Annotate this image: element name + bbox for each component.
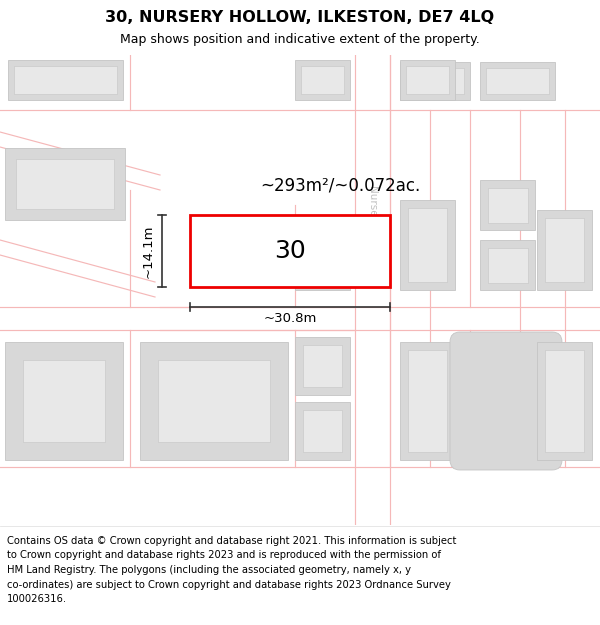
Text: ~293m²/~0.072ac.: ~293m²/~0.072ac. <box>260 176 420 194</box>
Bar <box>23 360 106 442</box>
Bar <box>545 350 584 452</box>
Bar <box>301 66 344 94</box>
Bar <box>545 218 584 282</box>
Bar <box>400 60 455 100</box>
Polygon shape <box>0 307 600 330</box>
Bar <box>408 208 447 282</box>
Polygon shape <box>0 55 600 110</box>
Text: to Crown copyright and database rights 2023 and is reproduced with the permissio: to Crown copyright and database rights 2… <box>7 551 441 561</box>
Bar <box>487 188 527 222</box>
Bar <box>190 215 390 287</box>
Polygon shape <box>0 467 600 525</box>
Bar <box>295 402 350 460</box>
Text: HM Land Registry. The polygons (including the associated geometry, namely x, y: HM Land Registry. The polygons (includin… <box>7 565 411 575</box>
Text: 100026316.: 100026316. <box>7 594 67 604</box>
Text: Map shows position and indicative extent of the property.: Map shows position and indicative extent… <box>120 32 480 46</box>
Text: Nursery Hollow: Nursery Hollow <box>368 185 378 265</box>
Bar <box>480 62 555 100</box>
Text: 30: 30 <box>274 239 306 263</box>
Bar <box>408 350 447 452</box>
Bar <box>400 62 470 100</box>
Bar <box>158 360 270 442</box>
Bar <box>400 200 455 290</box>
Bar <box>486 68 550 94</box>
Bar <box>406 66 449 94</box>
Bar <box>537 342 592 460</box>
Text: ~30.8m: ~30.8m <box>263 312 317 326</box>
Bar <box>487 248 527 282</box>
Bar <box>16 159 114 209</box>
Bar <box>303 223 342 282</box>
Bar <box>303 410 342 452</box>
Bar <box>406 68 464 94</box>
Bar <box>8 60 123 100</box>
Text: 30, NURSERY HOLLOW, ILKESTON, DE7 4LQ: 30, NURSERY HOLLOW, ILKESTON, DE7 4LQ <box>106 11 494 26</box>
Bar <box>5 342 123 460</box>
Polygon shape <box>355 55 390 525</box>
Bar <box>5 148 125 220</box>
Bar <box>295 60 350 100</box>
Bar <box>295 215 350 290</box>
Bar <box>295 337 350 395</box>
Text: co-ordinates) are subject to Crown copyright and database rights 2023 Ordnance S: co-ordinates) are subject to Crown copyr… <box>7 579 451 589</box>
Text: ~14.1m: ~14.1m <box>142 224 155 278</box>
Bar <box>140 342 288 460</box>
Bar <box>14 66 117 94</box>
Bar <box>480 240 535 290</box>
Bar <box>537 210 592 290</box>
Bar <box>303 345 342 387</box>
Text: Contains OS data © Crown copyright and database right 2021. This information is : Contains OS data © Crown copyright and d… <box>7 536 457 546</box>
FancyBboxPatch shape <box>450 332 562 470</box>
Polygon shape <box>0 240 155 297</box>
Polygon shape <box>0 132 160 190</box>
Bar <box>400 342 455 460</box>
Bar <box>480 180 535 230</box>
